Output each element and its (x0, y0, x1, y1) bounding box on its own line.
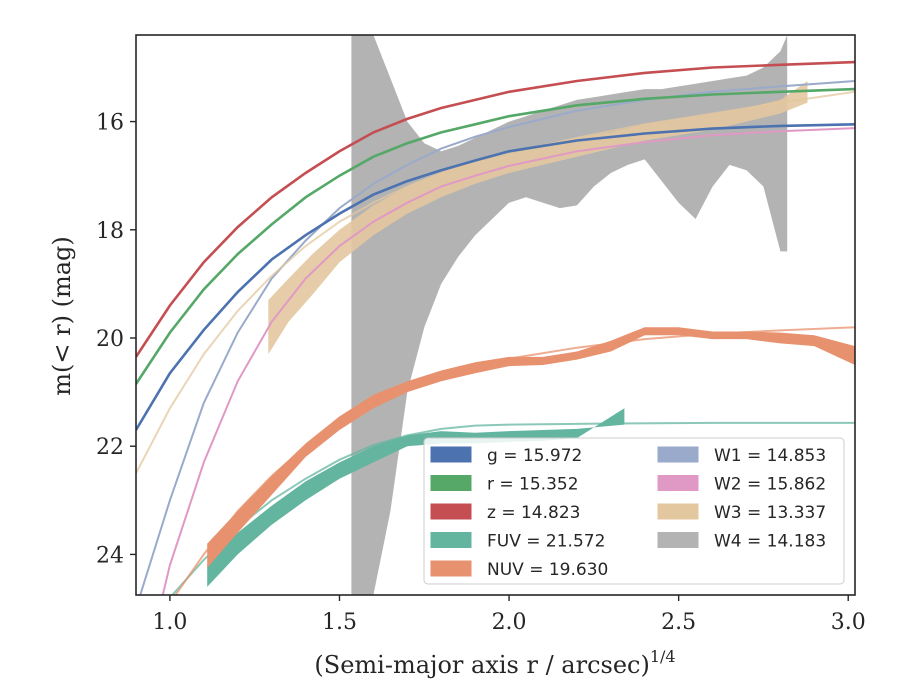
legend-swatch (430, 446, 472, 463)
legend-item-r: r = 15.352 (430, 475, 579, 495)
series-w3-band (268, 81, 808, 355)
legend: g = 15.972 r = 15.352 z = 14.823 FUV = 21.5… (423, 437, 845, 585)
series-z-line (136, 60, 855, 358)
series-g-line (136, 123, 855, 431)
y-axis: 16 18 20 22 24 (96, 111, 136, 568)
y-tick-label: 18 (96, 219, 124, 244)
legend-item-fuv: FUV = 21.572 (430, 532, 605, 552)
legend-label: W3 = 13.337 (714, 503, 826, 523)
legend-swatch (430, 503, 472, 520)
series-w3-model-line (136, 90, 855, 474)
legend-swatch (657, 532, 699, 548)
x-axis-title-superscript: 1/4 (650, 647, 676, 666)
x-tick-label: 2.5 (661, 610, 696, 635)
y-axis-title: m(< r) (mag) (48, 236, 76, 395)
legend-label: r = 15.352 (487, 475, 579, 495)
legend-label: z = 14.823 (487, 503, 580, 523)
plot-area (136, 35, 855, 595)
legend-label: W4 = 14.183 (714, 532, 826, 552)
y-tick-label: 24 (96, 543, 124, 568)
y-tick-label: 16 (96, 111, 124, 136)
legend-item-w3: W3 = 13.337 (657, 503, 826, 523)
x-axis: 1.0 1.5 2.0 2.5 3.0 (152, 595, 866, 635)
series-fuv-band (207, 408, 625, 587)
x-tick-label: 1.0 (152, 610, 187, 635)
legend-swatch (657, 446, 699, 463)
plot-frame (135, 34, 856, 596)
x-tick-label: 1.5 (322, 610, 357, 635)
legend-item-z: z = 14.823 (430, 503, 580, 523)
series-w2-line (161, 127, 855, 595)
legend-swatch (657, 503, 699, 520)
y-tick-label: 20 (96, 327, 124, 352)
legend-box (423, 437, 845, 585)
legend-swatch (430, 532, 472, 548)
x-tick-label: 2.0 (492, 610, 527, 635)
y-tick-label: 22 (96, 435, 124, 460)
legend-label: g = 15.972 (487, 446, 582, 466)
legend-item-g: g = 15.972 (430, 446, 582, 466)
legend-item-w2: W2 = 15.862 (657, 475, 826, 495)
x-axis-title: (Semi-major axis r / arcsec)1/4 (314, 647, 675, 679)
x-tick-label: 3.0 (831, 610, 866, 635)
legend-swatch (430, 475, 472, 491)
legend-swatch (430, 560, 472, 577)
legend-item-nuv: NUV = 19.630 (430, 560, 608, 580)
legend-label: FUV = 21.572 (487, 532, 605, 552)
legend-swatch (657, 475, 699, 491)
legend-label: NUV = 19.630 (487, 560, 608, 580)
legend-label: W2 = 15.862 (714, 475, 826, 495)
legend-item-w1: W1 = 14.853 (657, 446, 826, 466)
legend-item-w4: W4 = 14.183 (657, 532, 826, 552)
series-r-line (136, 87, 855, 385)
legend-label: W1 = 14.853 (714, 446, 826, 466)
